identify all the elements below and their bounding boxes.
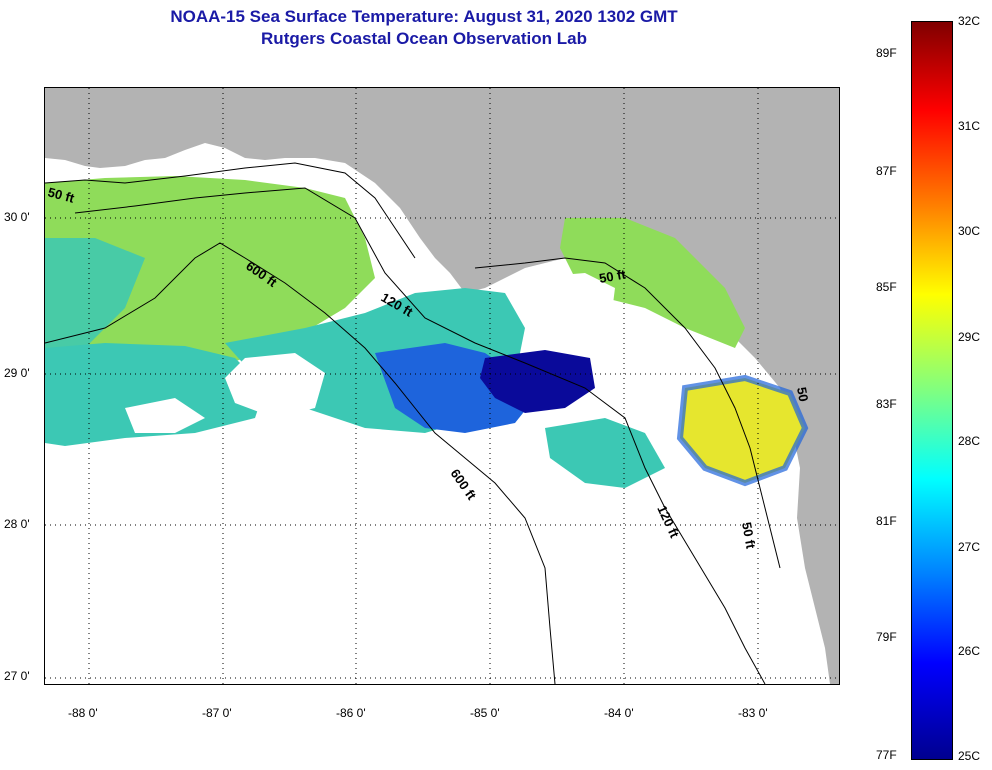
sst-east-mild — [560, 218, 745, 348]
contour-label-50ft-se: 50 ft — [739, 521, 759, 551]
cbar-celsius-31: 31C — [958, 119, 981, 133]
cbar-fahrenheit-77: 77F — [876, 748, 897, 762]
lat-label-28: 28 0' — [4, 517, 30, 531]
sst-coldest-core — [480, 350, 595, 413]
contour-600ft-west — [45, 242, 556, 684]
cbar-celsius-26: 26C — [958, 644, 981, 658]
cbar-celsius-25: 25C — [958, 749, 981, 763]
cbar-fahrenheit-89: 89F — [876, 46, 897, 60]
lat-label-27: 27 0' — [4, 669, 30, 683]
title-line-1: NOAA-15 Sea Surface Temperature: August … — [170, 7, 678, 26]
cbar-fahrenheit-85: 85F — [876, 280, 897, 294]
cbar-celsius-30: 30C — [958, 224, 981, 238]
contour-50ft-east — [474, 257, 781, 569]
lon-label-84: -84 0' — [604, 706, 634, 720]
lon-label-88: -88 0' — [68, 706, 98, 720]
lon-label-85: -85 0' — [470, 706, 500, 720]
contour-label-50-edge: 50 — [794, 386, 811, 403]
cbar-celsius-32: 32C — [958, 14, 981, 28]
title-line-2: Rutgers Coastal Ocean Observation Lab — [261, 29, 587, 48]
contour-50ft-west — [45, 162, 416, 259]
sst-south-specks — [545, 418, 665, 488]
contour-label-50ft-east: 50 ft — [598, 266, 628, 286]
contour-label-600ft-south: 600 ft — [448, 466, 480, 503]
sst-west-cool — [45, 238, 145, 358]
lon-label-86: -86 0' — [336, 706, 366, 720]
cbar-celsius-28: 28C — [958, 434, 981, 448]
cbar-fahrenheit-79: 79F — [876, 630, 897, 644]
cbar-fahrenheit-83: 83F — [876, 397, 897, 411]
cbar-celsius-27: 27C — [958, 540, 981, 554]
lat-label-30: 30 0' — [4, 210, 30, 224]
lon-label-87: -87 0' — [202, 706, 232, 720]
cloud-gap-1 — [225, 353, 325, 418]
lat-label-29: 29 0' — [4, 366, 30, 380]
cloud-gap-3 — [125, 398, 205, 433]
contour-label-120ft-south: 120 ft — [654, 503, 682, 541]
temperature-colorbar — [911, 21, 953, 760]
lon-label-83: -83 0' — [738, 706, 768, 720]
map-title: NOAA-15 Sea Surface Temperature: August … — [0, 6, 848, 50]
contour-120ft — [74, 187, 766, 684]
contour-label-50ft-nw: 50 ft — [46, 184, 76, 206]
cbar-fahrenheit-87: 87F — [876, 164, 897, 178]
cbar-celsius-29: 29C — [958, 330, 981, 344]
sst-west-lower — [45, 343, 265, 446]
sst-map-canvas: 50 ft 600 ft 120 ft 50 ft 600 ft 120 ft … — [45, 88, 839, 684]
sst-east-cool-ring — [676, 374, 809, 487]
sst-map[interactable]: 50 ft 600 ft 120 ft 50 ft 600 ft 120 ft … — [44, 87, 840, 685]
sst-east-warm — [680, 378, 805, 483]
cbar-fahrenheit-81: 81F — [876, 514, 897, 528]
cloud-gap-2 — [525, 273, 615, 353]
